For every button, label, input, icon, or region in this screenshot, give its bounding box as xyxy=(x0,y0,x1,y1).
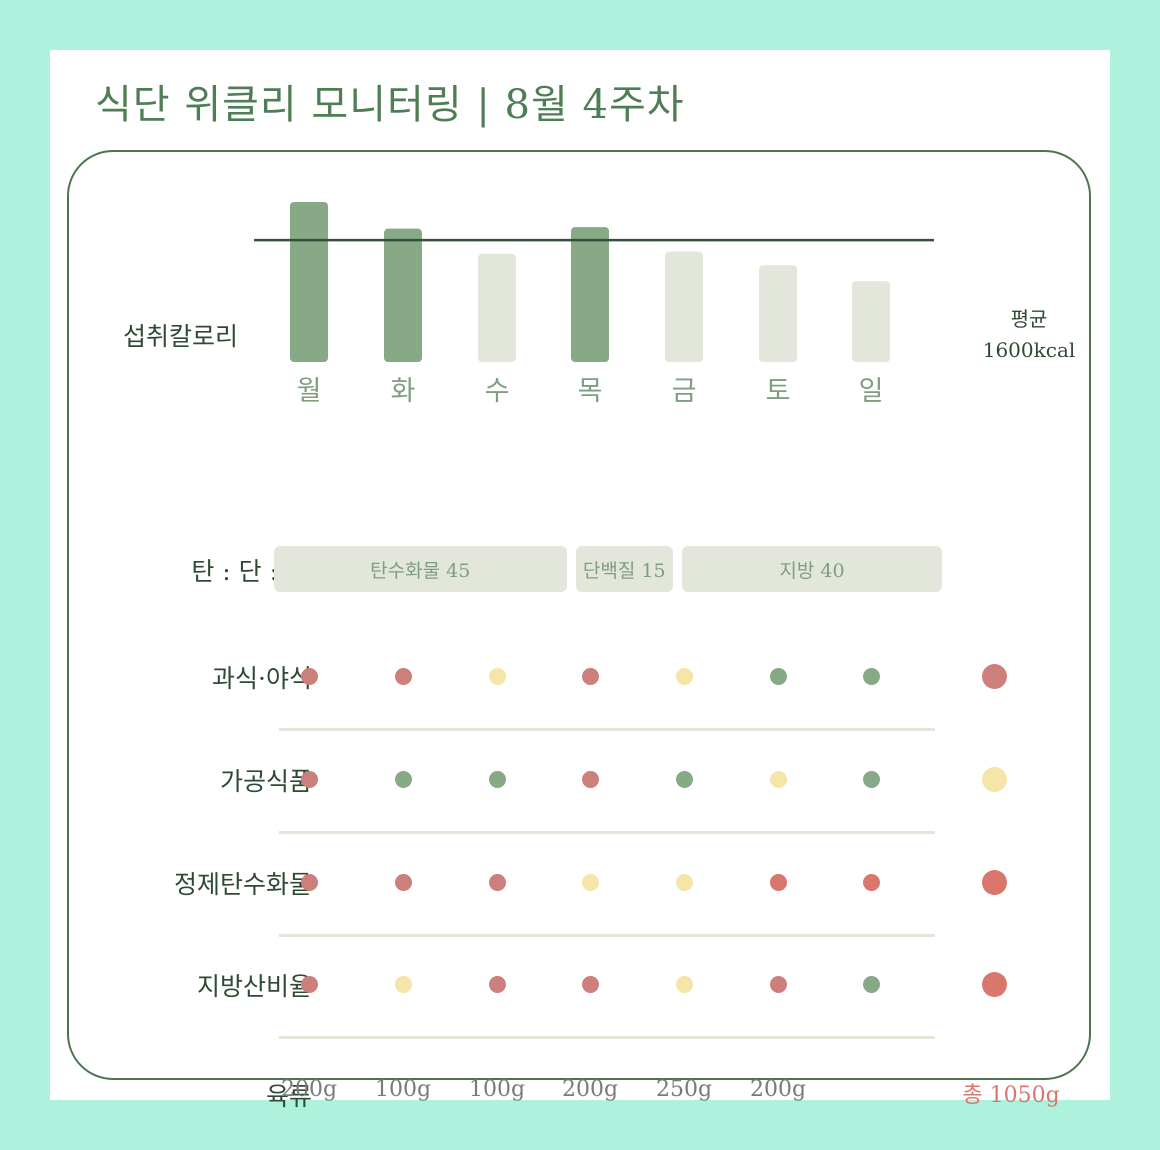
status-dot xyxy=(581,667,599,685)
status-dot xyxy=(488,975,506,993)
status-dot xyxy=(300,873,318,891)
page-title: 식단 위클리 모니터링 | 8월 4주차 xyxy=(95,82,685,128)
status-dot xyxy=(300,975,318,993)
status-dot xyxy=(769,873,787,891)
status-dot xyxy=(581,770,599,788)
status-dot xyxy=(675,975,693,993)
bar-월 xyxy=(290,201,328,362)
summary-dot xyxy=(981,766,1007,792)
macro-segment-지방: 지방 40 xyxy=(682,546,942,592)
metric-label: 지방산비율 xyxy=(196,972,312,1001)
status-dot xyxy=(581,873,599,891)
row-divider xyxy=(279,831,935,834)
status-dot xyxy=(488,667,506,685)
meat-value: 100g xyxy=(374,1077,432,1102)
row-divider xyxy=(279,934,935,937)
status-dot xyxy=(300,667,318,685)
status-dot xyxy=(862,770,880,788)
status-dot xyxy=(581,975,599,993)
average-label: 평균 1600kcal xyxy=(969,304,1089,366)
macro-ratio-label: 탄 : 단 : 지 xyxy=(191,557,309,586)
bar-수 xyxy=(478,253,516,362)
metric-label: 정제탄수화물 xyxy=(173,870,312,899)
summary-dot xyxy=(981,971,1007,997)
status-dot xyxy=(769,975,787,993)
day-label-토: 토 xyxy=(766,376,791,407)
meat-row-label: 육류 xyxy=(265,1082,312,1111)
day-label-수: 수 xyxy=(485,376,510,407)
day-label-금: 금 xyxy=(672,376,697,407)
day-label-일: 일 xyxy=(859,376,884,407)
meat-total: 총 1050g xyxy=(962,1083,1060,1108)
bar-금 xyxy=(665,251,703,362)
macro-segment-단백질: 단백질 15 xyxy=(575,546,673,592)
status-dot xyxy=(300,770,318,788)
summary-dot xyxy=(981,663,1007,689)
status-dot xyxy=(862,975,880,993)
bar-목 xyxy=(571,227,609,362)
row-divider xyxy=(279,1036,935,1039)
status-dot xyxy=(675,873,693,891)
status-dot xyxy=(862,667,880,685)
status-dot xyxy=(488,770,506,788)
status-dot xyxy=(394,667,412,685)
day-label-화: 화 xyxy=(391,376,416,407)
status-dot xyxy=(675,667,693,685)
average-label-value: 1600kcal xyxy=(982,338,1076,362)
meat-value: 200g xyxy=(280,1077,338,1102)
day-label-목: 목 xyxy=(578,376,603,407)
bar-일 xyxy=(852,281,890,362)
calorie-row-label: 섭취칼로리 xyxy=(123,322,239,351)
status-dot xyxy=(769,667,787,685)
status-dot xyxy=(488,873,506,891)
status-dot xyxy=(394,770,412,788)
average-label-title: 평균 xyxy=(1010,307,1048,331)
day-label-월: 월 xyxy=(297,376,322,407)
meat-value: 100g xyxy=(468,1077,526,1102)
status-dot xyxy=(862,873,880,891)
row-divider xyxy=(279,728,935,731)
meat-value: 200g xyxy=(561,1077,619,1102)
summary-dot xyxy=(981,869,1007,895)
meat-value: 250g xyxy=(655,1077,713,1102)
report-sheet: 식단 위클리 모니터링 | 8월 4주차 섭취칼로리 월 화 수 목 금 토 일 평균 16… xyxy=(50,50,1110,1111)
metric-label: 가공식품 xyxy=(219,767,312,796)
bar-토 xyxy=(759,265,797,362)
status-dot xyxy=(394,975,412,993)
meat-value: 200g xyxy=(749,1077,807,1102)
status-dot xyxy=(769,770,787,788)
report-card: 섭취칼로리 월 화 수 목 금 토 일 평균 1600kcal 탄 : 단 : 지 탄수화물… xyxy=(67,150,1091,1111)
bar-화 xyxy=(384,228,422,362)
metric-label: 과식·야식 xyxy=(212,664,312,693)
status-dot xyxy=(394,873,412,891)
status-dot xyxy=(675,770,693,788)
macro-segment-탄수화물: 탄수화물 45 xyxy=(274,546,567,592)
